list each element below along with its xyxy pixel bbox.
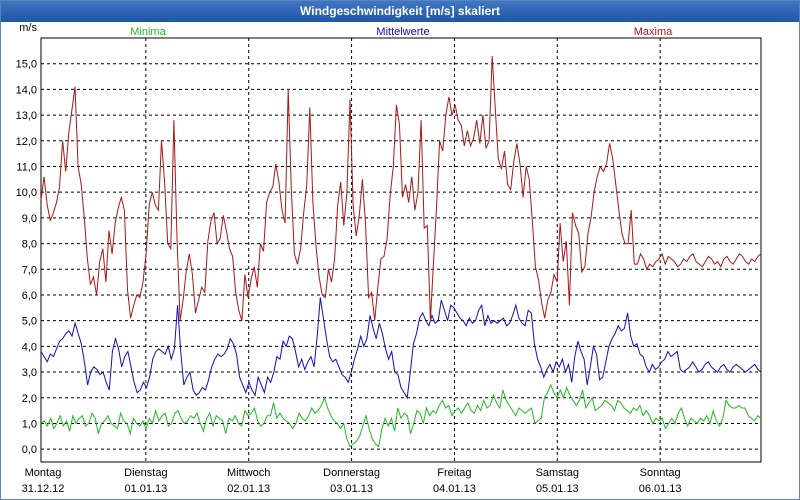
day-date-label: 01.01.13 <box>124 483 167 495</box>
y-tick-label: 15,0 <box>16 59 37 71</box>
y-tick-label: 3,0 <box>22 367 37 379</box>
day-date-label: 05.01.13 <box>536 483 579 495</box>
y-tick-label: 2,0 <box>22 393 37 405</box>
y-tick-label: 0,0 <box>22 444 37 456</box>
legend-mittelwerte: Mittelwerte <box>376 26 429 38</box>
y-tick-label: 11,0 <box>16 161 37 173</box>
day-date-label: 02.01.13 <box>227 483 270 495</box>
y-axis-label: m/s <box>19 22 37 34</box>
day-date-label: 03.01.13 <box>330 483 373 495</box>
day-weekday-label: Dienstag <box>124 467 167 479</box>
y-tick-label: 9,0 <box>22 213 37 225</box>
series-line-minima <box>40 383 762 448</box>
day-weekday-label: Freitag <box>437 467 471 479</box>
series-line-maxima <box>40 55 762 321</box>
series-line-mittelwerte <box>40 297 762 400</box>
y-tick-label: 5,0 <box>22 316 37 328</box>
window-title: Windgeschwindigkeit [m/s] skaliert <box>1 1 799 22</box>
y-tick-label: 10,0 <box>16 187 37 199</box>
wind-speed-chart: 0,0 1,0 2,0 3,0 4,0 5,0 6,0 7,0 8,0 9,0 10,0 11,0 12… <box>16 22 762 495</box>
y-tick-label: 14,0 <box>16 84 37 96</box>
y-tick-label: 4,0 <box>22 341 37 353</box>
day-weekday-label: Donnerstag <box>323 467 380 479</box>
plot-area <box>40 37 762 463</box>
day-date-label: 04.01.13 <box>433 483 476 495</box>
y-tick-label: 6,0 <box>22 290 37 302</box>
legend-minima: Minima <box>130 26 166 38</box>
y-tick-label: 1,0 <box>22 418 37 430</box>
day-weekday-label: Mittwoch <box>227 467 270 479</box>
y-tick-label: 7,0 <box>22 264 37 276</box>
day-weekday-label: Sonntag <box>640 467 681 479</box>
day-date-label: 06.01.13 <box>639 483 682 495</box>
day-weekday-label: Samstag <box>536 467 579 479</box>
day-weekday-label: Montag <box>25 467 62 479</box>
y-tick-label: 13,0 <box>16 110 37 122</box>
y-tick-label: 8,0 <box>22 239 37 251</box>
y-tick-label: 12,0 <box>16 136 37 148</box>
legend-maxima: Maxima <box>634 26 673 38</box>
day-date-label: 31.12.12 <box>22 483 65 495</box>
